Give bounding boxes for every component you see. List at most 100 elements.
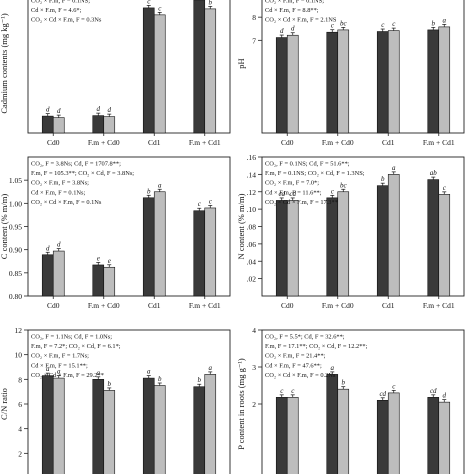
panel-4-ytick-label: .12 (247, 188, 257, 197)
panel-5-ytick-label: 4 (18, 425, 22, 434)
panel-6-bar-ambient (326, 374, 339, 474)
panel-3-sig-letter: e (108, 257, 111, 265)
panel-4-ytick-label: .14 (247, 170, 257, 179)
panel-5-sig-letter: b (158, 375, 162, 383)
panel-1-xtick-label: Cd0 (47, 138, 60, 147)
panel-6-sig-letter: c (280, 387, 284, 395)
panel-2-frame (261, 0, 465, 134)
panel-6-stats-line: Cd × F.m, F = 47.6**; (265, 362, 322, 369)
panel-4-bar-elevated (337, 191, 350, 297)
panel-1-xtick-label: F.m + Cd0 (88, 138, 120, 147)
panel-4-bar-elevated (438, 194, 451, 297)
panel-3-stats-line: CO₂, F = 3.8Ns; Cd, F = 1707.8**; (31, 161, 121, 168)
panel-3-bar-elevated (153, 191, 166, 297)
panel-5-sig-letter: a (147, 368, 151, 376)
panel-3-xtick-label: Cd1 (148, 301, 161, 310)
panel-4-sig-letter: bc (340, 181, 348, 189)
panel-6-stats-line: F.m, F = 17.1**; CO₂ × Cd, F = 12.2**; (265, 343, 368, 350)
panel-3-xtick-label: Cd0 (47, 301, 60, 310)
panel-2-bar-ambient (376, 31, 389, 134)
panel-2-xtick-label: Cd1 (382, 138, 395, 147)
panel-5-stats-line: CO₂, F = 1.1Ns; Cd, F = 1.0Ns; (31, 334, 112, 341)
panel-6-sig-letter: a (331, 364, 335, 372)
panel-1-ylabel: Cadmium contents (mg kg⁻¹) (0, 13, 9, 113)
panel-1-bar-elevated (52, 117, 65, 134)
panel-2-bar-ambient (326, 31, 339, 134)
panel-5-ytick-label: 12 (15, 326, 23, 335)
panel-2-xtick-label: Cd0 (281, 138, 294, 147)
panel-6-ylabel: P content in roots (mg g⁻¹) (236, 358, 246, 450)
panel-6-bar-ambient (376, 399, 389, 474)
panel-4-ylabel: N content (% m/m) (236, 193, 246, 259)
panel-5-bar-ambient (142, 377, 155, 474)
panel-4-xtick-label: F.m + Cd1 (423, 301, 455, 310)
panel-5-sig-letter: b (198, 376, 202, 384)
panel-4-bar-elevated (387, 174, 400, 297)
panel-4-stats-line: F.m, F = 0.1NS; CO₂ × Cd, F = 1.3NS; (265, 170, 365, 177)
panel-5-bar-ambient (41, 375, 54, 474)
panel-1-bar-elevated (153, 14, 166, 134)
panel-4-ytick-label: .06 (247, 240, 257, 249)
panel-6-sig-letter: c (392, 382, 396, 390)
panel-1-stats-line: CO₂ × Cd × F.m, F = 0.3Ns (31, 17, 102, 24)
panel-3-ytick-label: 0.95 (9, 223, 22, 232)
panel-2-ytick-label: 7 (252, 36, 256, 45)
panel-6-sig-letter: cd (430, 387, 437, 395)
panel-4-bar-ambient (427, 179, 440, 297)
panel-3-stats-line: CO₂ × F.m, F = 3.8Ns; (31, 180, 89, 187)
panel-5-sig-letter: a (97, 369, 101, 377)
panel-1-sig-letter: d (57, 107, 61, 115)
panel-4-sig-letter: cd (278, 190, 285, 198)
panel-5-bar-elevated (52, 377, 65, 474)
panel-4-ytick-label: .08 (247, 223, 257, 232)
panel-5-ytick-label: 2 (18, 449, 22, 458)
panel-2-sig-letter: c (381, 21, 385, 29)
panel-2-sig-letter: bc (340, 19, 348, 27)
panel-4-sig-letter: c (443, 184, 447, 192)
panel-4-stats-line: CO₂, F = 0.1NS; Cd, F = 51.6**; (265, 161, 350, 168)
panel-5-bar-elevated (103, 390, 116, 474)
panel-1-stats-line: Cd × F.m, F = 4.6*; (31, 7, 82, 14)
panel-6-bar-ambient (275, 397, 288, 474)
panel-1-xtick-label: Cd1 (148, 138, 161, 147)
panel-5-stats-line: F.m, F = 7.2*; CO₂ × Cd, F = 6.1*; (31, 343, 121, 350)
panel-1-sig-letter: c (158, 4, 162, 12)
panel-3-bar-ambient (41, 254, 54, 297)
panel-3-sig-letter: c (198, 200, 202, 208)
panel-1-sig-letter: d (97, 105, 101, 113)
panel-5-bar-ambient (92, 379, 105, 474)
panel-4-ytick-label: .02 (247, 275, 257, 284)
panel-6-ytick-label: 4 (252, 326, 256, 335)
panel-5-stats-line: CO₂ × Cd × F.m, F = 29.2** (31, 372, 104, 379)
panel-4-xtick-label: F.m + Cd0 (322, 301, 354, 310)
panel-4-bar-ambient (326, 197, 339, 297)
panel-6-sig-letter: c (291, 387, 295, 395)
panel-2-stats-line: CO₂ × Cd × F.m, F = 2.1NS (265, 17, 337, 24)
panel-5-bar-ambient (193, 386, 206, 474)
panel-4-sig-letter: ab (430, 169, 438, 177)
panel-5-sig-letter: a (209, 364, 213, 372)
panel-5-stats-line: Cd × F.m, F = 15.1**; (31, 362, 88, 369)
panel-3-sig-letter: d (46, 244, 50, 252)
panel-4-ytick-label: .04 (247, 257, 257, 266)
panel-5-bar-elevated (153, 385, 166, 474)
panel-1-xtick-label: F.m + Cd1 (189, 138, 221, 147)
panel-1-stats-line: CO₂ × F.m, F = 0.1NS; (31, 0, 90, 5)
panel-2-xtick-label: F.m + Cd1 (423, 138, 455, 147)
panel-4-bar-ambient (275, 200, 288, 297)
panel-5-sig-letter: a (46, 365, 50, 373)
panel-6-bar-elevated (286, 397, 299, 474)
panel-2-sig-letter: c (331, 22, 335, 30)
panel-4-sig-letter: cd (289, 190, 296, 198)
panel-3-ytick-label: 1.00 (9, 199, 22, 208)
panel-4-ytick-label: .10 (247, 205, 257, 214)
panel-5-sig-letter: b (108, 380, 112, 388)
panel-3-ytick-label: 0.80 (9, 292, 22, 301)
panel-4-stats-line: CO₂ × Cd × F.m, F = 17.3** (265, 199, 338, 206)
panel-1-bar-ambient (142, 7, 155, 134)
panel-5-stats-line: CO₂ × F.m, F = 1.7Ns; (31, 353, 89, 360)
panel-3-bar-elevated (52, 250, 65, 297)
panel-3-bar-ambient (193, 210, 206, 297)
panel-6-sig-letter: cd (379, 390, 386, 398)
